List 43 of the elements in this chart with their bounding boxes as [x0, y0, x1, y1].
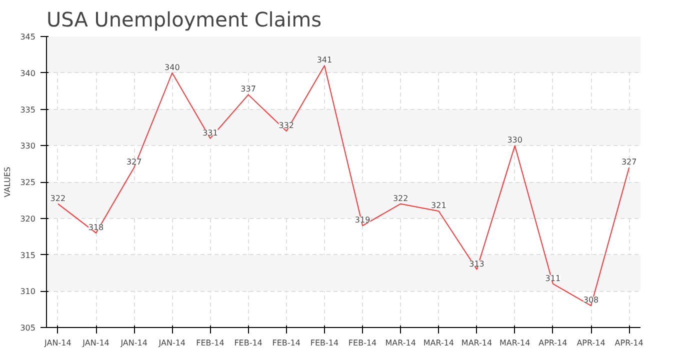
data-label: 313: [469, 259, 484, 268]
y-tick-label: 325: [20, 178, 36, 187]
x-tick-label: APR-14: [538, 338, 568, 348]
y-axis-title: VALUES: [3, 166, 12, 198]
data-label: 308: [583, 296, 599, 305]
y-tick-label: 315: [20, 250, 36, 260]
x-tick-label: MAR-14: [423, 338, 454, 348]
data-label: 340: [164, 62, 180, 72]
x-tick-label: FEB-14: [272, 338, 300, 348]
x-tick-label: JAN-14: [82, 338, 110, 348]
data-label: 337: [240, 84, 256, 94]
data-label: 341: [316, 56, 332, 65]
y-tick-label: 310: [20, 287, 36, 296]
x-tick-label: FEB-14: [310, 338, 339, 348]
x-tick-label: FEB-14: [348, 338, 377, 348]
y-tick-label: 345: [20, 32, 36, 42]
y-tick-label: 340: [20, 68, 36, 78]
data-label: 319: [354, 216, 370, 225]
x-tick-label: JAN-14: [158, 338, 186, 348]
y-tick-label: 330: [20, 142, 36, 151]
x-tick-label: APR-14: [576, 338, 606, 348]
y-tick-label: 320: [20, 214, 36, 224]
x-tick-label: APR-14: [614, 338, 644, 348]
x-tick-label: JAN-14: [44, 338, 72, 348]
y-tick-label: 305: [20, 324, 36, 332]
data-label: 332: [278, 121, 294, 130]
data-label: 330: [507, 136, 522, 145]
data-label: 327: [126, 157, 142, 166]
chart-title: USA Unemployment Claims: [46, 8, 322, 32]
x-tick-label: MAR-14: [500, 338, 530, 348]
data-label: 322: [392, 194, 408, 203]
data-label: 327: [621, 157, 637, 166]
data-label: 311: [545, 274, 561, 283]
data-label: 321: [431, 201, 446, 210]
data-label: 318: [88, 222, 104, 232]
data-label: 322: [50, 194, 66, 203]
y-tick-label: 335: [20, 105, 36, 114]
data-label: 331: [202, 128, 218, 138]
x-tick-label: MAR-14: [385, 338, 416, 348]
x-tick-label: FEB-14: [196, 338, 224, 348]
x-tick-label: JAN-14: [120, 338, 148, 348]
x-tick-label: MAR-14: [461, 338, 492, 348]
x-tick-label: FEB-14: [234, 338, 262, 348]
